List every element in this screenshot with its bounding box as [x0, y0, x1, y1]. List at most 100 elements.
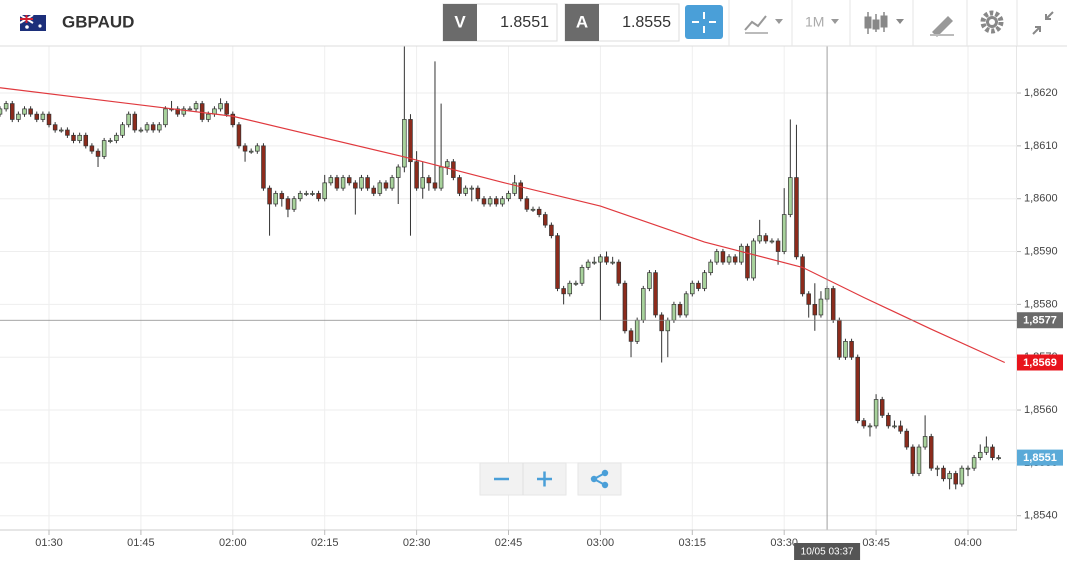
- candle-body: [837, 319, 842, 358]
- price-tag-label: 1,8569: [1023, 357, 1057, 369]
- moving-average: [0, 87, 1005, 364]
- candle-body: [984, 446, 989, 453]
- x-tick-label: 02:30: [403, 537, 431, 549]
- draw-button[interactable]: [930, 16, 954, 37]
- candle-body: [163, 108, 168, 126]
- candle-body: [3, 103, 9, 110]
- candle-body: [28, 108, 33, 115]
- candle-body: [304, 193, 309, 195]
- x-tick-label: 02:45: [495, 537, 523, 549]
- candle-body: [622, 282, 628, 332]
- candle-body: [518, 182, 524, 200]
- candle-body: [830, 288, 836, 321]
- candle-body: [322, 182, 327, 200]
- candle-body: [224, 103, 229, 115]
- candle-body: [867, 425, 873, 428]
- ask-box[interactable]: A 1.8555: [564, 3, 680, 42]
- x-tick-label: 03:45: [862, 537, 890, 549]
- candle-body: [683, 293, 689, 316]
- candle-body: [475, 187, 481, 200]
- candle-body: [977, 451, 983, 458]
- zoom-out-button[interactable]: [479, 462, 567, 496]
- ask-price: 1.8555: [622, 14, 671, 31]
- candle-body: [408, 119, 413, 163]
- candle-body: [206, 113, 211, 120]
- candle-body: [555, 235, 560, 289]
- candle-body: [671, 304, 677, 321]
- candle-body: [126, 113, 131, 126]
- candle-body: [359, 177, 364, 189]
- candle-body: [175, 108, 180, 115]
- candle-body: [573, 282, 579, 285]
- symbol: GBPAUD: [62, 12, 134, 31]
- candle-body: [83, 134, 89, 147]
- candle-body: [886, 414, 891, 427]
- candle-body: [395, 166, 401, 178]
- candle-body: [426, 177, 432, 184]
- candle-body: [40, 113, 46, 120]
- candle-body: [524, 198, 530, 210]
- candle-body: [77, 134, 82, 141]
- settings-button[interactable]: [980, 10, 1004, 34]
- candle-body: [414, 161, 419, 189]
- crosshair-time-box: [794, 543, 861, 560]
- candle-body: [310, 193, 315, 195]
- candle-body: [389, 177, 395, 189]
- candle-type-button[interactable]: [864, 12, 904, 34]
- candle-body: [297, 193, 303, 200]
- candle-body: [800, 256, 805, 295]
- y-tick-label: 1,8620: [1024, 87, 1058, 99]
- y-tick-label: 1,8560: [1024, 404, 1058, 416]
- candle-body: [726, 256, 732, 263]
- ask-label: A: [576, 12, 588, 31]
- candle-body: [108, 140, 113, 142]
- candle-body: [598, 256, 603, 263]
- candle-body: [757, 235, 762, 242]
- candle-body: [402, 119, 407, 168]
- plot: [0, 46, 1017, 530]
- chart-type-button[interactable]: [744, 15, 783, 34]
- candle-body: [273, 193, 278, 205]
- bid-box[interactable]: V 1.8551: [442, 3, 558, 42]
- candle-body: [794, 177, 799, 258]
- candle-body: [910, 446, 916, 474]
- candle-body: [512, 182, 517, 194]
- candle-body: [855, 356, 860, 421]
- share-button[interactable]: [577, 462, 622, 496]
- candle-body: [46, 113, 52, 126]
- candle-body: [242, 145, 248, 152]
- candle-body: [267, 187, 272, 205]
- bid-label: V: [454, 12, 466, 31]
- candle-body: [592, 261, 597, 264]
- candle-body: [732, 256, 738, 263]
- candle-body: [953, 473, 958, 485]
- candle-body: [261, 145, 266, 189]
- candle-body: [248, 150, 254, 153]
- candle-body: [279, 193, 285, 200]
- candle-body: [530, 208, 536, 211]
- candle-body: [150, 124, 156, 131]
- candle-body: [101, 140, 107, 157]
- x-tick-label: 03:30: [770, 537, 798, 549]
- zoom-in-button[interactable]: [537, 471, 552, 487]
- candle-body: [996, 457, 1001, 459]
- candle-body: [493, 198, 499, 205]
- candle-body: [873, 399, 879, 427]
- timeframe-button[interactable]: 1M: [805, 14, 839, 30]
- candle-body: [199, 103, 205, 120]
- candle-body: [377, 182, 383, 194]
- candle-body: [181, 108, 187, 115]
- price-tag: [1017, 354, 1063, 371]
- candle-body: [928, 436, 934, 469]
- x-tick-label: 03:00: [587, 537, 615, 549]
- candle-body: [714, 251, 720, 263]
- collapse-button[interactable]: [1032, 11, 1054, 35]
- candle-body: [157, 124, 162, 131]
- crosshair-button[interactable]: [685, 5, 723, 39]
- candle-body: [904, 430, 909, 448]
- candle-body: [916, 446, 922, 474]
- candle-body: [628, 330, 634, 342]
- candle-body: [769, 240, 775, 243]
- candle-body: [965, 467, 971, 470]
